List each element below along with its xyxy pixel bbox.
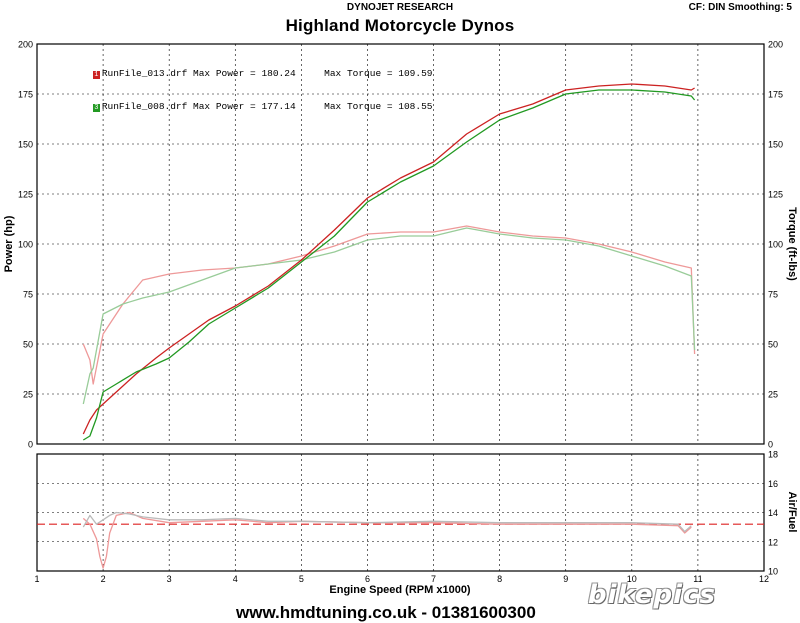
af-tick-label: 16 [768,479,778,489]
y-tick-label-left: 0 [28,440,33,450]
af-tick-label: 18 [768,450,778,460]
af-line [82,511,692,533]
y-tick-label-right: 75 [768,290,778,300]
x-tick-label: 4 [233,574,238,584]
legend: 1 RunFile_013.drf Max Power = 180.24 Max … [70,57,432,123]
x-tick-label: 5 [299,574,304,584]
y-tick-label-right: 175 [768,90,783,100]
watermark-logo: bikepics [588,580,716,610]
y-axis-label-right: Torque (ft-lbs) [786,207,798,281]
x-tick-label: 10 [627,574,637,584]
torque-line [82,225,696,385]
power-line [82,89,696,441]
y-tick-label-left: 75 [23,290,33,300]
x-tick-label: 7 [431,574,436,584]
legend-badge: 3 [92,104,100,112]
af-tick-label: 12 [768,537,778,547]
x-tick-label: 8 [497,574,502,584]
footer-contact: www.hmdtuning.co.uk - 01381600300 [236,603,536,622]
legend-text: RunFile_013.drf Max Power = 180.24 Max T… [101,68,433,79]
torque-line [82,227,696,405]
x-axis-label: Engine Speed (RPM x1000) [329,584,471,596]
y-tick-label-left: 125 [18,190,33,200]
af-plot-area [36,453,765,572]
af-tick-label: 14 [768,508,778,518]
y-tick-label-left: 150 [18,140,33,150]
af-series [37,511,764,569]
y-tick-label-right: 25 [768,390,778,400]
legend-item: 3 RunFile_008.drf Max Power = 177.14 Max … [70,90,432,123]
y-tick-label-right: 50 [768,340,778,350]
x-tick-label: 2 [101,574,106,584]
y-tick-label-left: 100 [18,240,33,250]
x-tick-label: 9 [563,574,568,584]
legend-badge: 1 [92,71,100,79]
x-tick-labels: 1 2 3 4 5 6 7 8 9 10 11 12 [34,574,769,584]
y-tick-label-right: 100 [768,240,783,250]
y-tick-label-left: 25 [23,390,33,400]
legend-text: RunFile_008.drf Max Power = 177.14 Max T… [101,101,433,112]
x-tick-label: 1 [34,574,39,584]
x-tick-label: 11 [693,574,702,584]
power-line [82,83,695,435]
x-tick-label: 3 [167,574,172,584]
brand-label: DYNOJET RESEARCH [346,2,454,13]
af-frame-border [36,453,765,572]
x-tick-label: 6 [365,574,370,584]
chart-title: Highland Motorcycle Dynos [285,16,515,35]
legend-item: 1 RunFile_013.drf Max Power = 180.24 Max … [70,57,432,90]
main-series [82,83,696,441]
y-tick-label-left: 200 [18,40,33,50]
y-axis-label-left: Power (hp) [3,215,15,272]
y-tick-label-left: 175 [18,90,33,100]
y-tick-label-right: 0 [768,440,773,450]
y-tick-label-right: 200 [768,40,783,50]
af-grid [37,454,764,571]
af-tick-label: 10 [768,567,778,577]
y-tick-label-left: 50 [23,340,33,350]
af-ticks: 10 12 14 16 18 [768,450,778,577]
settings-label: CF: DIN Smoothing: 5 [688,2,792,13]
y-tick-label-right: 125 [768,190,783,200]
y-tick-label-right: 150 [768,140,783,150]
x-tick-label: 12 [759,574,769,584]
main-ticks: 0 0 25 25 50 50 75 75 100 100 125 125 150 150 175 175 20… [18,40,783,450]
af-line [82,511,692,569]
af-axis-label: Air/Fuel [786,492,798,533]
